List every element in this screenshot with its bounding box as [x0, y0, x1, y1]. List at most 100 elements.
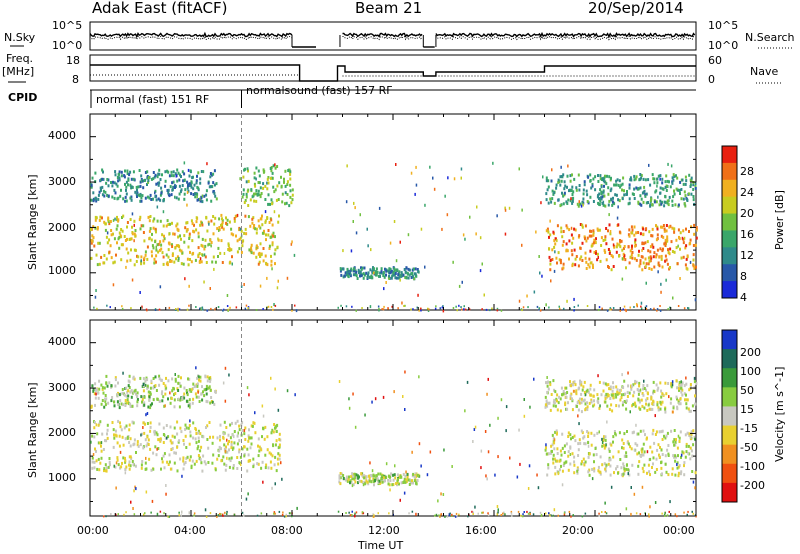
- data-cell: [180, 262, 183, 266]
- data-cell: [238, 228, 241, 232]
- data-cell: [545, 399, 548, 403]
- data-cell: [226, 218, 229, 222]
- data-cell: [101, 193, 104, 197]
- data-cell: [639, 177, 642, 181]
- data-cell: [178, 381, 181, 385]
- data-cell: [152, 219, 155, 223]
- data-cell: [161, 457, 163, 461]
- data-cell: [660, 257, 663, 261]
- data-cell: [270, 259, 273, 263]
- data-cell: [586, 236, 589, 240]
- near-range-cell: [354, 512, 356, 515]
- data-cell: [638, 249, 640, 253]
- data-cell: [185, 446, 188, 449]
- data-cell: [597, 180, 600, 183]
- data-cell: [107, 216, 110, 220]
- near-range-cell: [563, 513, 566, 516]
- data-cell: [415, 474, 418, 478]
- data-cell: [648, 470, 651, 474]
- data-cell: [550, 200, 553, 204]
- data-cell: [155, 182, 158, 186]
- data-cell: [371, 271, 374, 274]
- data-cell: [615, 395, 618, 399]
- noise-cell: [407, 233, 410, 237]
- data-cell: [610, 403, 613, 407]
- data-cell: [168, 460, 171, 464]
- data-cell: [220, 459, 223, 463]
- data-cell: [586, 430, 589, 433]
- noise-cell: [665, 278, 667, 282]
- data-cell: [592, 233, 595, 237]
- data-cell: [660, 461, 662, 465]
- data-cell: [160, 191, 163, 195]
- power-colorbar-swatch: [722, 162, 737, 181]
- data-cell: [93, 244, 96, 248]
- near-range-cell: [133, 513, 136, 516]
- near-range-cell: [428, 308, 430, 311]
- noise-cell: [527, 487, 530, 490]
- data-cell: [550, 179, 553, 183]
- noise-cell: [379, 274, 381, 278]
- data-cell: [90, 404, 93, 408]
- xtick-0000: 00:00: [77, 524, 109, 537]
- data-cell: [388, 269, 390, 273]
- data-cell: [559, 175, 562, 179]
- data-cell: [200, 170, 203, 173]
- data-cell: [289, 177, 292, 181]
- data-cell: [195, 395, 198, 399]
- data-cell: [395, 482, 398, 485]
- noise-cell: [174, 373, 176, 376]
- data-cell: [612, 435, 615, 439]
- noise-cell: [577, 414, 579, 418]
- data-cell: [618, 243, 621, 247]
- near-range-cell: [178, 511, 180, 514]
- data-cell: [232, 233, 235, 237]
- noise-cell: [612, 243, 615, 247]
- data-cell: [626, 395, 629, 398]
- data-cell: [264, 453, 267, 457]
- data-cell: [195, 216, 198, 220]
- data-cell: [241, 195, 244, 199]
- data-cell: [685, 382, 688, 386]
- near-range-cell: [539, 511, 542, 514]
- noise-cell: [627, 371, 629, 375]
- noise-cell: [286, 389, 289, 393]
- data-cell: [660, 466, 663, 470]
- data-cell: [177, 228, 180, 232]
- data-cell: [162, 382, 165, 385]
- data-cell: [388, 267, 391, 271]
- data-cell: [190, 466, 193, 470]
- data-cell: [111, 421, 114, 424]
- noise-cell: [90, 440, 92, 444]
- data-cell: [152, 171, 155, 174]
- data-cell: [547, 179, 550, 183]
- data-cell: [117, 381, 119, 385]
- data-cell: [191, 222, 194, 226]
- noise-cell: [156, 205, 159, 209]
- data-cell: [623, 467, 626, 471]
- data-cell: [160, 247, 163, 251]
- data-cell: [141, 179, 144, 183]
- data-cell: [164, 170, 167, 174]
- data-cell: [173, 260, 176, 264]
- data-cell: [643, 406, 646, 410]
- data-cell: [168, 453, 171, 457]
- data-cell: [567, 431, 570, 435]
- data-cell: [411, 275, 414, 279]
- data-cell: [590, 398, 593, 402]
- data-cell: [570, 384, 572, 388]
- data-cell: [149, 403, 152, 407]
- data-cell: [655, 457, 658, 461]
- data-cell: [388, 274, 391, 278]
- data-cell: [91, 384, 94, 388]
- data-cell: [238, 439, 241, 443]
- noise-cell: [207, 243, 209, 247]
- data-cell: [117, 419, 120, 423]
- data-cell: [91, 434, 94, 438]
- noise-cell: [395, 163, 397, 166]
- data-cell: [174, 379, 177, 383]
- data-cell: [651, 243, 654, 247]
- data-cell: [264, 425, 267, 429]
- noise-cell: [112, 218, 115, 222]
- data-cell: [659, 400, 662, 404]
